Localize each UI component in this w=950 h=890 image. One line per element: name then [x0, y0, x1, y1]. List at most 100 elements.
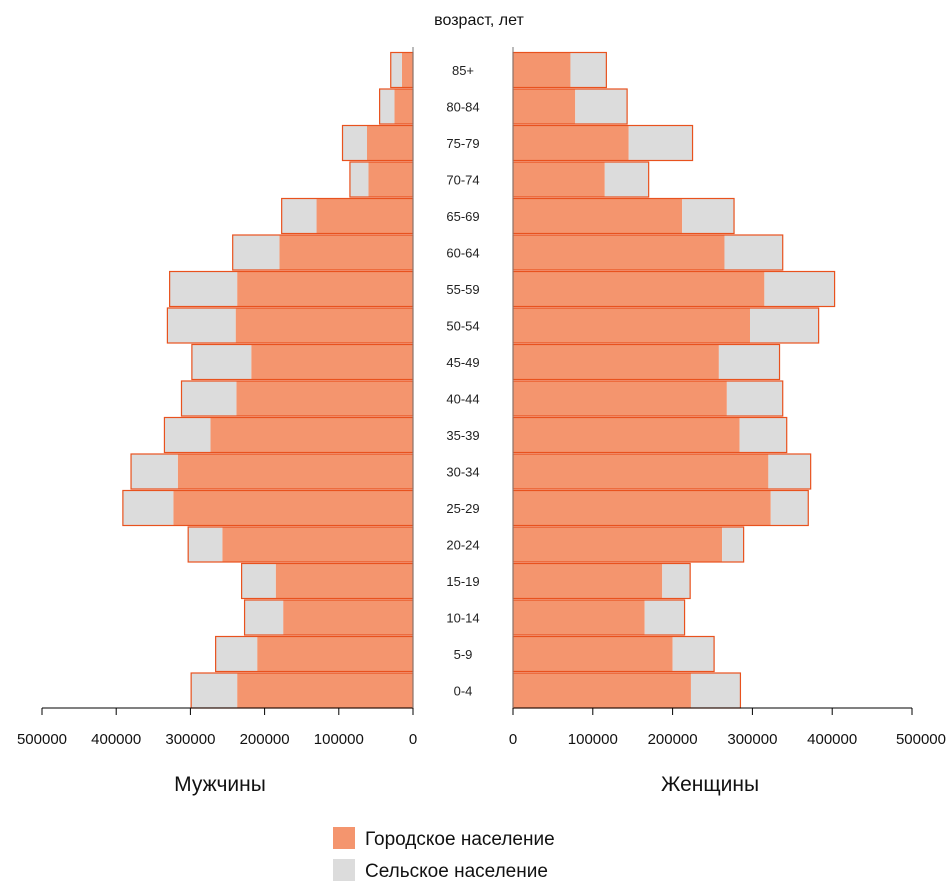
bar-female-urban: [513, 308, 751, 343]
bar-male-rural: [244, 600, 284, 635]
female-x-tick-label: 300000: [727, 731, 777, 748]
bars-layer: [122, 51, 836, 709]
legend: Городское население Сельское население: [333, 827, 555, 882]
age-group-label: 40-44: [446, 392, 479, 407]
legend-swatch-urban: [333, 827, 355, 849]
bar-female-urban: [513, 344, 719, 380]
age-group-label: 30-34: [446, 465, 479, 480]
male-x-tick-label: 400000: [91, 731, 141, 748]
age-group-label: 55-59: [446, 282, 479, 297]
bar-female-urban: [513, 198, 683, 234]
bar-female-urban: [513, 417, 740, 453]
bar-female-urban: [513, 89, 576, 124]
bar-female-rural: [770, 490, 809, 526]
bar-female-rural: [575, 89, 628, 124]
female-x-tick-label: 100000: [568, 731, 618, 748]
bar-female-rural: [764, 271, 835, 307]
female-panel-label: Женщины: [661, 773, 759, 796]
bar-female-rural: [672, 636, 715, 672]
age-group-label: 80-84: [446, 100, 479, 115]
bar-female-urban: [513, 125, 629, 161]
bar-female-urban: [513, 381, 727, 416]
age-group-label: 10-14: [446, 611, 479, 626]
bar-female-rural: [662, 563, 691, 599]
bar-male-rural: [232, 235, 280, 270]
bar-male-rural: [191, 673, 238, 708]
female-x-tick-label: 200000: [648, 731, 698, 748]
age-group-label: 85+: [452, 63, 474, 78]
bar-male-urban: [283, 600, 413, 635]
bar-male-rural: [167, 308, 236, 343]
female-x-tick-label: 400000: [807, 731, 857, 748]
age-group-label: 15-19: [446, 574, 479, 589]
bar-female-rural: [690, 673, 741, 708]
age-group-label: 65-69: [446, 209, 479, 224]
bar-female-urban: [513, 235, 725, 270]
female-x-tick-label: 0: [509, 731, 517, 748]
bar-female-rural: [604, 162, 649, 197]
legend-label-urban: Городское население: [365, 829, 555, 850]
female-x-tick-label: 500000: [896, 731, 946, 748]
bar-male-rural: [122, 490, 174, 526]
bar-male-urban: [279, 235, 413, 270]
bar-female-rural: [570, 52, 607, 88]
bar-female-urban: [513, 454, 769, 489]
bar-female-urban: [513, 673, 691, 708]
bar-female-urban: [513, 271, 765, 307]
bar-female-rural: [739, 417, 787, 453]
bar-male-rural: [191, 344, 252, 380]
male-panel-label: Мужчины: [174, 773, 266, 796]
age-group-label: 5-9: [454, 647, 473, 662]
bar-female-rural: [628, 125, 693, 161]
legend-swatch-rural: [333, 859, 355, 881]
age-group-label: 50-54: [446, 319, 479, 334]
age-group-label: 45-49: [446, 355, 479, 370]
bar-female-urban: [513, 636, 673, 672]
bar-female-rural: [750, 308, 819, 343]
bar-female-rural: [718, 344, 780, 380]
bar-female-rural: [722, 527, 744, 562]
bar-female-rural: [644, 600, 685, 635]
male-x-tick-label: 0: [409, 731, 417, 748]
bar-male-rural: [281, 198, 317, 234]
bar-male-urban: [173, 490, 413, 526]
bar-male-urban: [235, 308, 413, 343]
age-group-label: 35-39: [446, 428, 479, 443]
bar-male-urban: [368, 162, 413, 197]
bar-male-urban: [394, 89, 413, 124]
bar-male-urban: [236, 381, 413, 416]
bar-male-urban: [366, 125, 413, 161]
bar-male-urban: [177, 454, 413, 489]
bar-female-urban: [513, 162, 605, 197]
bar-male-urban: [237, 271, 413, 307]
bar-male-rural: [164, 417, 211, 453]
male-x-tick-label: 200000: [240, 731, 290, 748]
bar-male-rural: [390, 52, 402, 88]
bar-male-rural: [379, 89, 395, 124]
chart-title: возраст, лет: [434, 12, 524, 29]
bar-male-rural: [241, 563, 276, 599]
bar-female-urban: [513, 600, 645, 635]
bar-male-urban: [275, 563, 413, 599]
bar-male-rural: [342, 125, 367, 161]
bar-female-urban: [513, 490, 771, 526]
bar-male-rural: [181, 381, 237, 416]
bar-female-urban: [513, 52, 571, 88]
bar-female-rural: [682, 198, 735, 234]
male-x-tick-label: 100000: [314, 731, 364, 748]
legend-label-rural: Сельское население: [365, 861, 548, 882]
bar-male-rural: [131, 454, 178, 489]
bar-male-urban: [257, 636, 413, 672]
axis-layer: 0-4 5-9 10-14 15-19 20-24 25-29 30-34 35-39 40-4…: [17, 47, 946, 748]
bar-male-rural: [169, 271, 238, 307]
bar-male-urban: [210, 417, 413, 453]
age-group-label: 60-64: [446, 246, 479, 261]
bar-female-urban: [513, 527, 723, 562]
age-group-label: 25-29: [446, 501, 479, 516]
bar-male-urban: [222, 527, 413, 562]
age-group-label: 70-74: [446, 173, 479, 188]
male-x-tick-label: 300000: [165, 731, 215, 748]
bar-male-rural: [349, 162, 369, 197]
age-group-label: 20-24: [446, 538, 479, 553]
